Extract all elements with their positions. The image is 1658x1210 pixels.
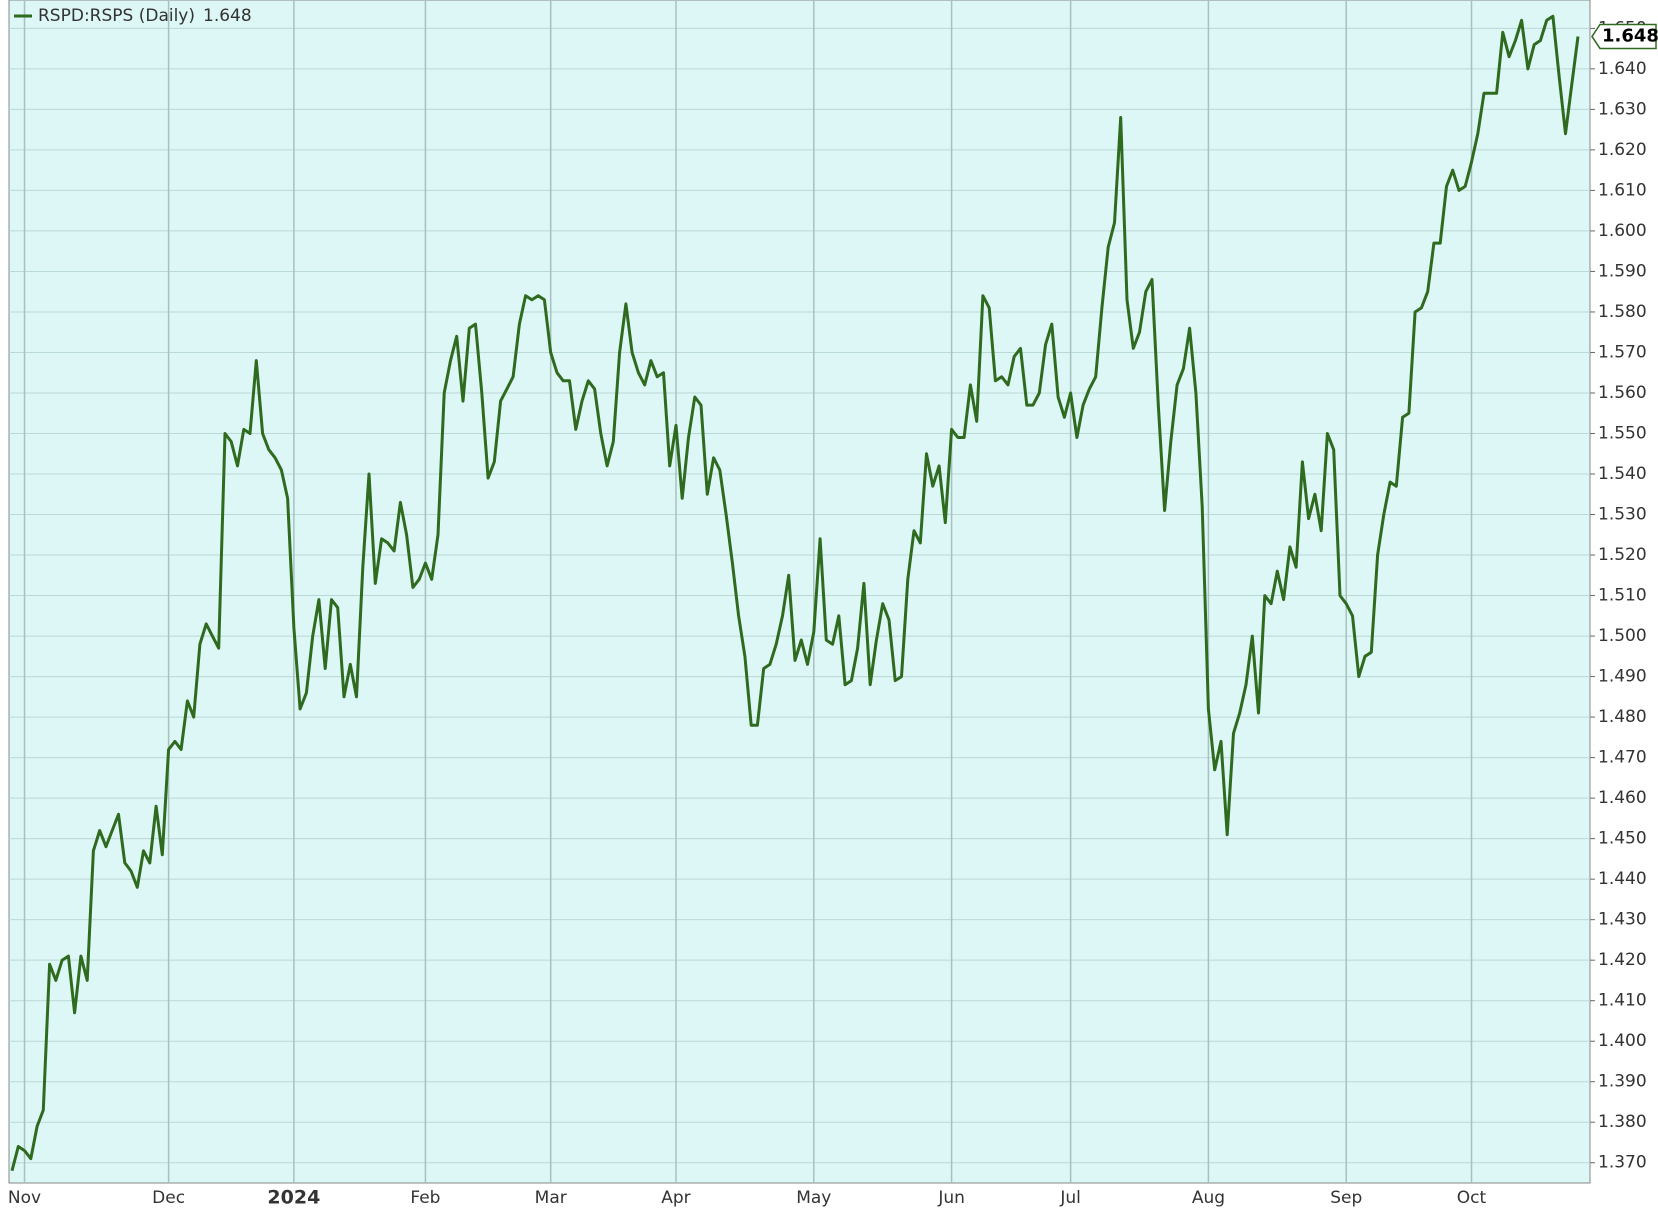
x-tick-label: 2024 [267,1187,320,1209]
y-tick-label: 1.450 [1598,829,1647,849]
last-value-tag [1591,23,1657,50]
y-tick-label: 1.630 [1598,99,1647,119]
y-tick-label: 1.540 [1598,464,1647,484]
y-tick-label: 1.580 [1598,302,1647,322]
y-tick-label: 1.640 [1598,59,1647,79]
y-tick-label: 1.500 [1598,626,1647,646]
y-tick-label: 1.430 [1598,910,1647,930]
y-tick-label: 1.410 [1598,991,1647,1011]
y-tick-label: 1.390 [1598,1072,1647,1092]
y-tick-label: 1.520 [1598,545,1647,565]
x-tick-label: Sep [1330,1188,1362,1208]
x-tick-label: Aug [1192,1188,1225,1208]
y-tick-label: 1.600 [1598,221,1647,241]
x-tick-label: Oct [1457,1188,1487,1208]
x-tick-label: Jul [1059,1188,1081,1208]
y-tick-label: 1.490 [1598,667,1647,687]
x-tick-label: Nov [8,1188,41,1208]
series-line [10,14,1580,1172]
y-tick-label: 1.510 [1598,586,1647,606]
y-tick-label: 1.610 [1598,180,1647,200]
x-tick-label: Jun [937,1188,965,1208]
x-tick-label: Mar [535,1188,567,1208]
plot-area [8,0,1591,1184]
x-tick-label: Apr [661,1188,690,1208]
x-tick-label: May [796,1188,831,1208]
y-tick-label: 1.440 [1598,869,1647,889]
y-tick-label: 1.570 [1598,342,1647,362]
x-tick-label: Feb [410,1188,440,1208]
y-tick-label: 1.620 [1598,140,1647,160]
y-tick-label: 1.460 [1598,788,1647,808]
x-tick-label: Dec [152,1188,185,1208]
y-tick-label: 1.530 [1598,505,1647,525]
y-tick-label: 1.560 [1598,383,1647,403]
y-tick-label: 1.380 [1598,1112,1647,1132]
last-value-label: 1.648 [1602,25,1658,46]
y-tick-label: 1.370 [1598,1153,1647,1173]
y-tick-label: 1.420 [1598,950,1647,970]
legend-last-value: 1.648 [203,6,252,26]
y-tick-label: 1.590 [1598,261,1647,281]
y-tick-label: 1.400 [1598,1031,1647,1051]
y-tick-label: 1.480 [1598,707,1647,727]
legend-label: RSPD:RSPS (Daily) 1.648 [38,6,252,26]
y-tick-label: 1.470 [1598,748,1647,768]
legend-name: RSPD:RSPS (Daily) [38,6,195,26]
y-tick-label: 1.550 [1598,423,1647,443]
